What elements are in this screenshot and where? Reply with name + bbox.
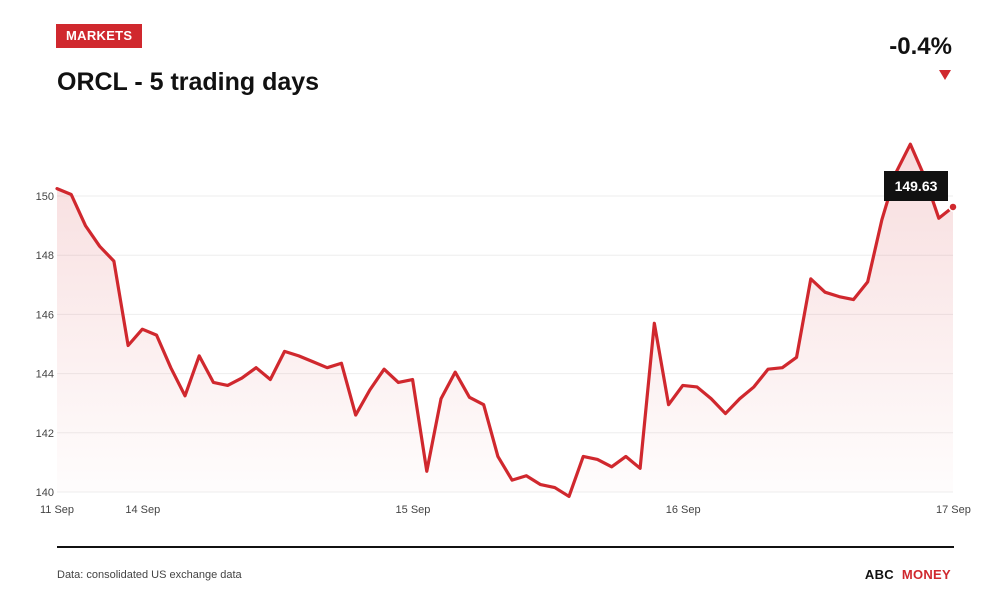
footer-divider bbox=[57, 546, 954, 548]
y-tick-label: 140 bbox=[36, 487, 54, 499]
brand-logo[interactable]: ABC MONEY bbox=[865, 567, 951, 582]
x-tick-label: 16 Sep bbox=[666, 504, 701, 516]
chart-title: ORCL - 5 trading days bbox=[57, 68, 320, 96]
price-line bbox=[55, 142, 955, 499]
data-source-note: Data: consolidated US exchange data bbox=[57, 569, 242, 581]
last-point-marker bbox=[948, 202, 958, 212]
y-tick-label: 148 bbox=[36, 250, 54, 262]
y-tick-label: 142 bbox=[36, 428, 54, 440]
tooltip-value: 149.63 bbox=[895, 178, 938, 194]
area-fill-layer bbox=[57, 144, 953, 497]
price-chart: 140 142 144 146 148 150 11 Sep 14 Sep 15 Sep 16 … bbox=[36, 142, 971, 516]
brand-logo-part1: ABC bbox=[864, 567, 894, 582]
y-axis-ticks: 140 142 144 146 148 150 bbox=[36, 191, 54, 499]
x-tick-label: 11 Sep bbox=[40, 504, 74, 516]
y-tick-label: 144 bbox=[36, 369, 54, 381]
x-tick-label: 17 Sep bbox=[936, 504, 971, 516]
category-badge[interactable]: MARKETS bbox=[56, 24, 143, 48]
x-tick-label: 15 Sep bbox=[396, 504, 431, 516]
brand-logo-part2: MONEY bbox=[901, 567, 951, 582]
price-change: -0.4% bbox=[889, 33, 952, 60]
y-tick-label: 150 bbox=[36, 191, 54, 203]
tooltip-box bbox=[884, 171, 948, 201]
y-tick-label: 146 bbox=[36, 309, 54, 321]
x-axis-ticks: 11 Sep 14 Sep 15 Sep 16 Sep 17 Sep bbox=[40, 504, 971, 516]
last-value-tooltip: 149.63 bbox=[884, 171, 948, 201]
x-tick-label: 14 Sep bbox=[125, 504, 160, 516]
price-area bbox=[57, 144, 953, 497]
down-arrow-icon bbox=[939, 70, 951, 80]
line-layer bbox=[55, 142, 958, 499]
